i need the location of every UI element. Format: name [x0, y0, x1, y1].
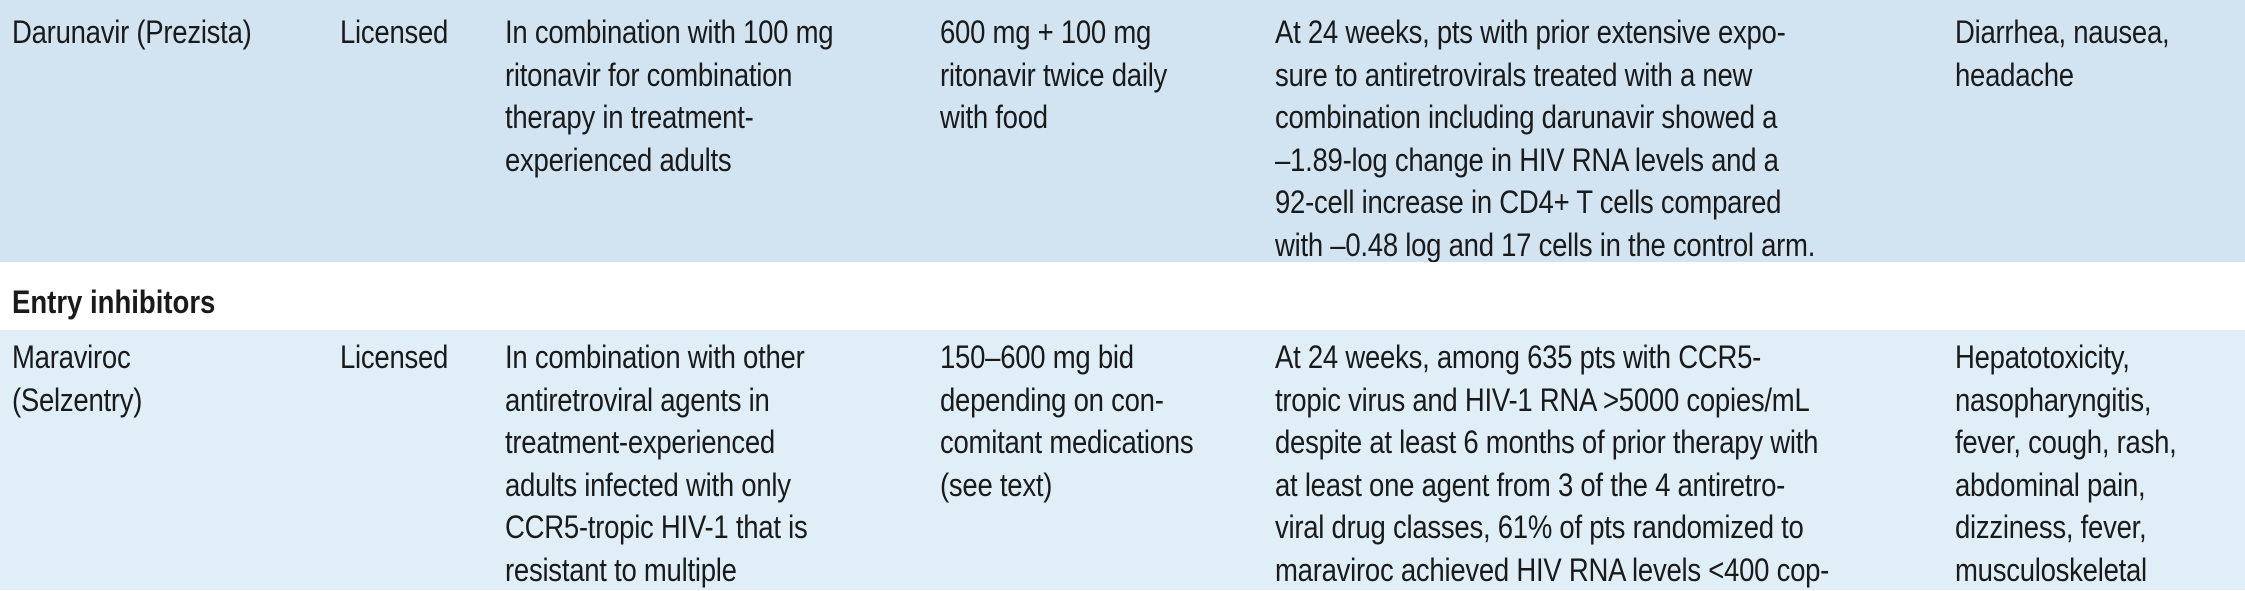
status-cell: Licensed	[340, 339, 449, 375]
adverse-effects-cell: Diarrhea, nausea, headache	[1955, 14, 2170, 93]
dosage-cell: 600 mg + 100 mg ritonavir twice daily wi…	[940, 14, 1168, 135]
table-row-maraviroc: Maraviroc (Selzentry) Licensed In combin…	[0, 330, 2245, 590]
section-title: Entry inhibitors	[12, 284, 216, 320]
indication-cell: In combination with other antiretroviral…	[505, 339, 808, 588]
status-cell: Licensed	[340, 14, 449, 50]
dosage-cell: 150–600 mg bid depending on con- comitan…	[940, 339, 1194, 503]
section-header-row: Entry inhibitors	[0, 262, 2245, 330]
adverse-effects-cell: Hepatotoxicity, nasopharyngitis, fever, …	[1955, 339, 2177, 588]
drug-name-cell: Darunavir (Prezista)	[12, 14, 252, 50]
indication-cell: In combination with 100 mg ritonavir for…	[505, 14, 834, 178]
drug-name-cell: Maraviroc (Selzentry)	[12, 339, 143, 418]
efficacy-cell: At 24 weeks, among 635 pts with CCR5- tr…	[1275, 339, 1830, 588]
table-row-darunavir: Darunavir (Prezista) Licensed In combina…	[0, 0, 2245, 263]
efficacy-cell: At 24 weeks, pts with prior extensive ex…	[1275, 14, 1816, 263]
